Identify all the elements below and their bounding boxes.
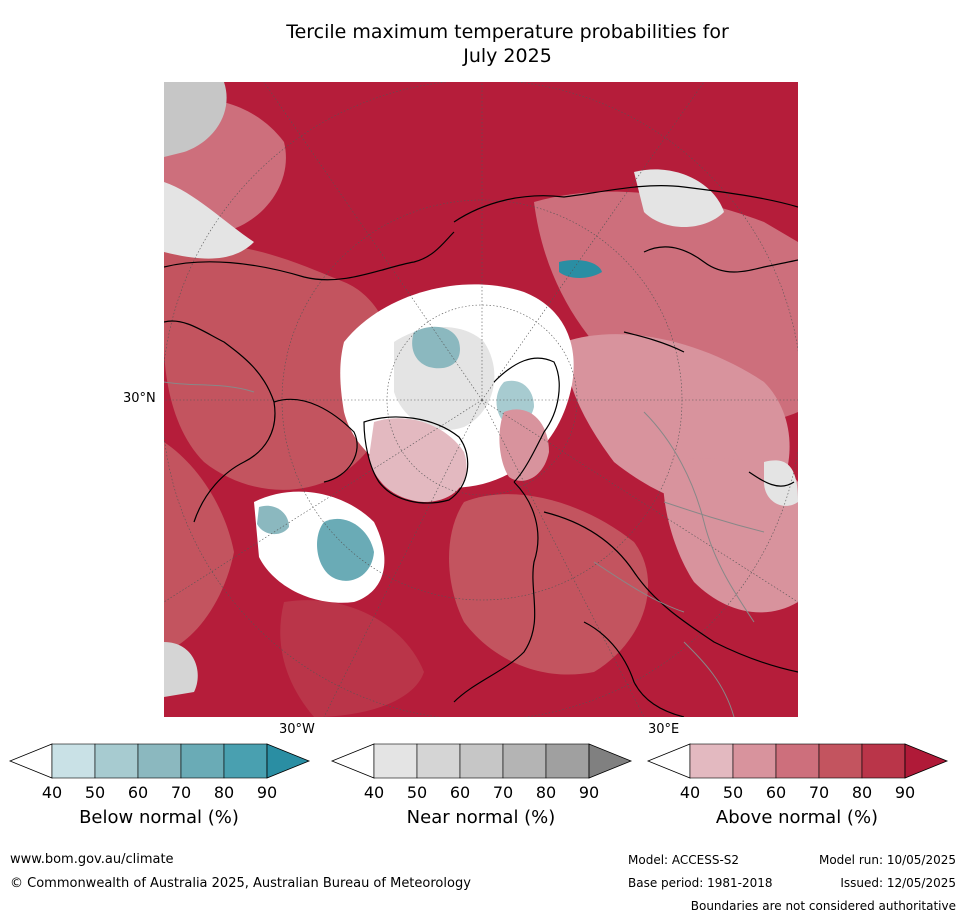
colorbar-below-normal: 40 50 60 70 80 90 Below normal (%) <box>8 743 311 828</box>
longitude-label-west: 30°W <box>279 722 315 737</box>
tick: 50 <box>406 783 428 802</box>
shade-west-edge <box>164 442 234 652</box>
scandinavia-region <box>499 409 549 481</box>
near-normal-patch-east <box>764 460 798 506</box>
disclaimer-text: Boundaries are not considered authoritat… <box>690 899 956 913</box>
website-text: www.bom.gov.au/climate <box>10 852 174 867</box>
model-text: Model: ACCESS-S2 <box>628 853 740 867</box>
longitude-label-east: 30°E <box>648 722 680 737</box>
shade-north-america <box>164 244 396 490</box>
colorbar-near-normal-graphic <box>330 743 633 779</box>
colorbar-segment <box>373 743 418 779</box>
colorbar-segment <box>51 743 96 779</box>
colorbar-segment <box>180 743 225 779</box>
map-title-line2: July 2025 <box>463 45 552 67</box>
tick: 60 <box>127 783 149 802</box>
colorbar-above-normal-graphic <box>646 743 949 779</box>
colorbar-segment <box>689 743 734 779</box>
tick: 50 <box>84 783 106 802</box>
near-normal-patch-north <box>634 169 724 227</box>
tick: 90 <box>578 783 600 802</box>
colorbar-segment <box>94 743 139 779</box>
below-normal-arctic <box>412 326 460 369</box>
colorbar-max-extension <box>904 743 949 779</box>
base-period-text: Base period: 1981-2018 <box>628 876 773 890</box>
country-borders <box>164 381 765 717</box>
colorbar-min-extension <box>8 743 53 779</box>
near-normal-patch-nw <box>164 82 227 157</box>
tick: 90 <box>894 783 916 802</box>
map-title: Tercile maximum temperature probabilitie… <box>0 20 965 68</box>
tick: 90 <box>256 783 278 802</box>
latitude-label: 30°N <box>123 391 156 406</box>
tick: 70 <box>492 783 514 802</box>
map-title-line1: Tercile maximum temperature probabilitie… <box>286 21 729 43</box>
below-normal-labrador <box>317 518 374 581</box>
colorbar-segment <box>732 743 777 779</box>
colorbar-label: Near normal (%) <box>406 807 556 828</box>
issued-text: Issued: 12/05/2025 <box>840 876 956 890</box>
tick: 40 <box>363 783 385 802</box>
colorbar-max-extension <box>588 743 633 779</box>
copyright-text: © Commonwealth of Australia 2025, Austra… <box>10 876 471 891</box>
colorbar-segment <box>861 743 906 779</box>
tick: 80 <box>535 783 557 802</box>
below-normal-siberia <box>559 260 602 278</box>
colorbar-min-extension <box>330 743 375 779</box>
colorbar-min-extension <box>646 743 691 779</box>
tick: 60 <box>765 783 787 802</box>
tick: 80 <box>851 783 873 802</box>
colorbar-segment <box>502 743 547 779</box>
shade-atlantic <box>280 600 424 717</box>
model-run-text: Model run: 10/05/2025 <box>818 853 956 867</box>
map-canvas <box>164 82 798 717</box>
tick: 50 <box>722 783 744 802</box>
colorbar-segment <box>137 743 182 779</box>
colorbar-segment <box>459 743 504 779</box>
colorbar-segment <box>775 743 820 779</box>
tick: 70 <box>808 783 830 802</box>
colorbar-segment <box>545 743 590 779</box>
coastlines <box>164 185 798 717</box>
below-normal-hudson <box>257 505 289 535</box>
colorbar-max-extension <box>266 743 311 779</box>
probability-map <box>164 82 798 717</box>
colorbar-segment <box>223 743 268 779</box>
colorbar-label: Below normal (%) <box>79 807 239 828</box>
tick: 40 <box>41 783 63 802</box>
tick: 60 <box>449 783 471 802</box>
greenland-region <box>369 418 467 502</box>
tick: 70 <box>170 783 192 802</box>
colorbar-label: Above normal (%) <box>715 807 879 828</box>
colorbar-near-normal: 40 50 60 70 80 90 Near normal (%) <box>330 743 633 828</box>
colorbar-above-normal: 40 50 60 70 80 90 Above normal (%) <box>646 743 949 828</box>
graticule <box>164 82 798 717</box>
shade-europe <box>449 494 649 675</box>
tick: 80 <box>213 783 235 802</box>
near-normal-patch-west <box>164 182 254 259</box>
colorbar-segment <box>416 743 461 779</box>
colorbar-below-normal-graphic <box>8 743 311 779</box>
near-normal-patch-sw <box>164 642 198 697</box>
tick: 40 <box>679 783 701 802</box>
colorbar-segment <box>818 743 863 779</box>
